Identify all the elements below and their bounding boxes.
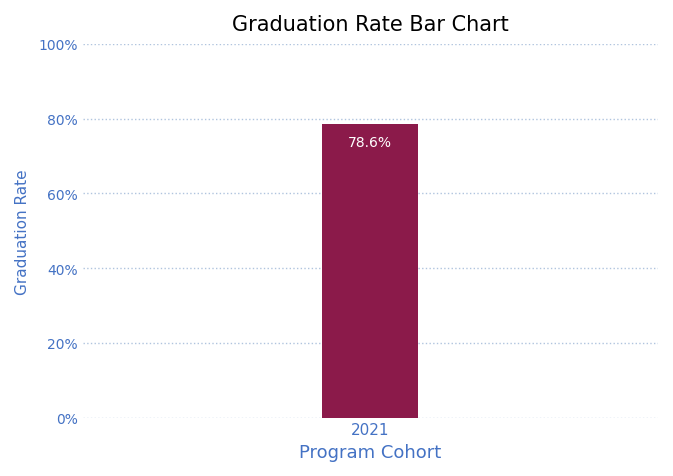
Text: 78.6%: 78.6% — [349, 136, 392, 150]
Bar — [322, 125, 419, 418]
Y-axis label: Graduation Rate: Graduation Rate — [15, 169, 30, 294]
Title: Graduation Rate Bar Chart: Graduation Rate Bar Chart — [232, 15, 509, 35]
X-axis label: Program Cohort: Program Cohort — [299, 443, 441, 461]
